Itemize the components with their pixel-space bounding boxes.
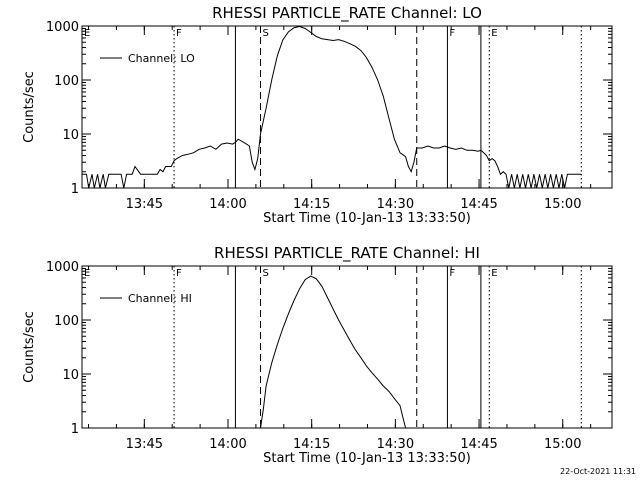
x-tick-label: 15:00 (544, 197, 581, 212)
y-axis-label: Counts/sec (22, 311, 37, 383)
chart-panel-0: RHESSI PARTICLE_RATE Channel: LO 1 10 100 10… (22, 4, 613, 226)
marker-label: S (263, 28, 269, 39)
marker-label: F (449, 268, 455, 279)
y-tick-label: 10 (62, 368, 79, 383)
series-line-0 (260, 275, 407, 429)
x-tick-label: 14:45 (460, 437, 497, 452)
marker-label: E (491, 28, 497, 39)
x-tick-label: 13:45 (126, 197, 163, 212)
y-tick-label: 1000 (46, 260, 79, 275)
marker-label: E (84, 268, 90, 279)
series-line-0 (82, 25, 582, 189)
x-axis-label: Start Time (10-Jan-13 13:33:50) (263, 451, 471, 466)
marker-label: F (176, 28, 182, 39)
x-tick-label: 15:00 (544, 437, 581, 452)
x-tick-label: 14:45 (460, 197, 497, 212)
x-tick-label: 14:15 (293, 437, 330, 452)
x-tick-label: 14:15 (293, 197, 330, 212)
marker-label: E (491, 268, 497, 279)
chart-panel-1: RHESSI PARTICLE_RATE Channel: HI 1 10 100 10… (22, 244, 613, 466)
x-tick-label: 14:30 (377, 197, 414, 212)
marker-label: E (84, 28, 90, 39)
legend-label: Channel: LO (128, 52, 195, 65)
chart-title: RHESSI PARTICLE_RATE Channel: HI (214, 244, 480, 263)
x-axis-label: Start Time (10-Jan-13 13:33:50) (263, 211, 471, 226)
y-tick-label: 1000 (46, 20, 79, 35)
x-tick-label: 13:45 (126, 437, 163, 452)
y-tick-label: 1 (71, 182, 79, 197)
y-tick-label: 100 (54, 314, 79, 329)
panels: RHESSI PARTICLE_RATE Channel: LO 1 10 100 10… (22, 4, 613, 466)
chart-title: RHESSI PARTICLE_RATE Channel: LO (212, 4, 482, 23)
x-tick-label: 14:00 (209, 437, 246, 452)
x-tick-label: 14:00 (209, 197, 246, 212)
y-tick-label: 100 (54, 74, 79, 89)
marker-label: F (176, 268, 182, 279)
x-tick-label: 14:30 (377, 437, 414, 452)
y-tick-label: 10 (62, 128, 79, 143)
footer-timestamp: 22-Oct-2021 11:31 (560, 467, 636, 476)
y-tick-label: 1 (71, 422, 79, 437)
marker-label: S (263, 268, 269, 279)
legend-label: Channel: HI (128, 292, 192, 305)
y-axis-label: Counts/sec (22, 71, 37, 143)
marker-label: F (449, 28, 455, 39)
